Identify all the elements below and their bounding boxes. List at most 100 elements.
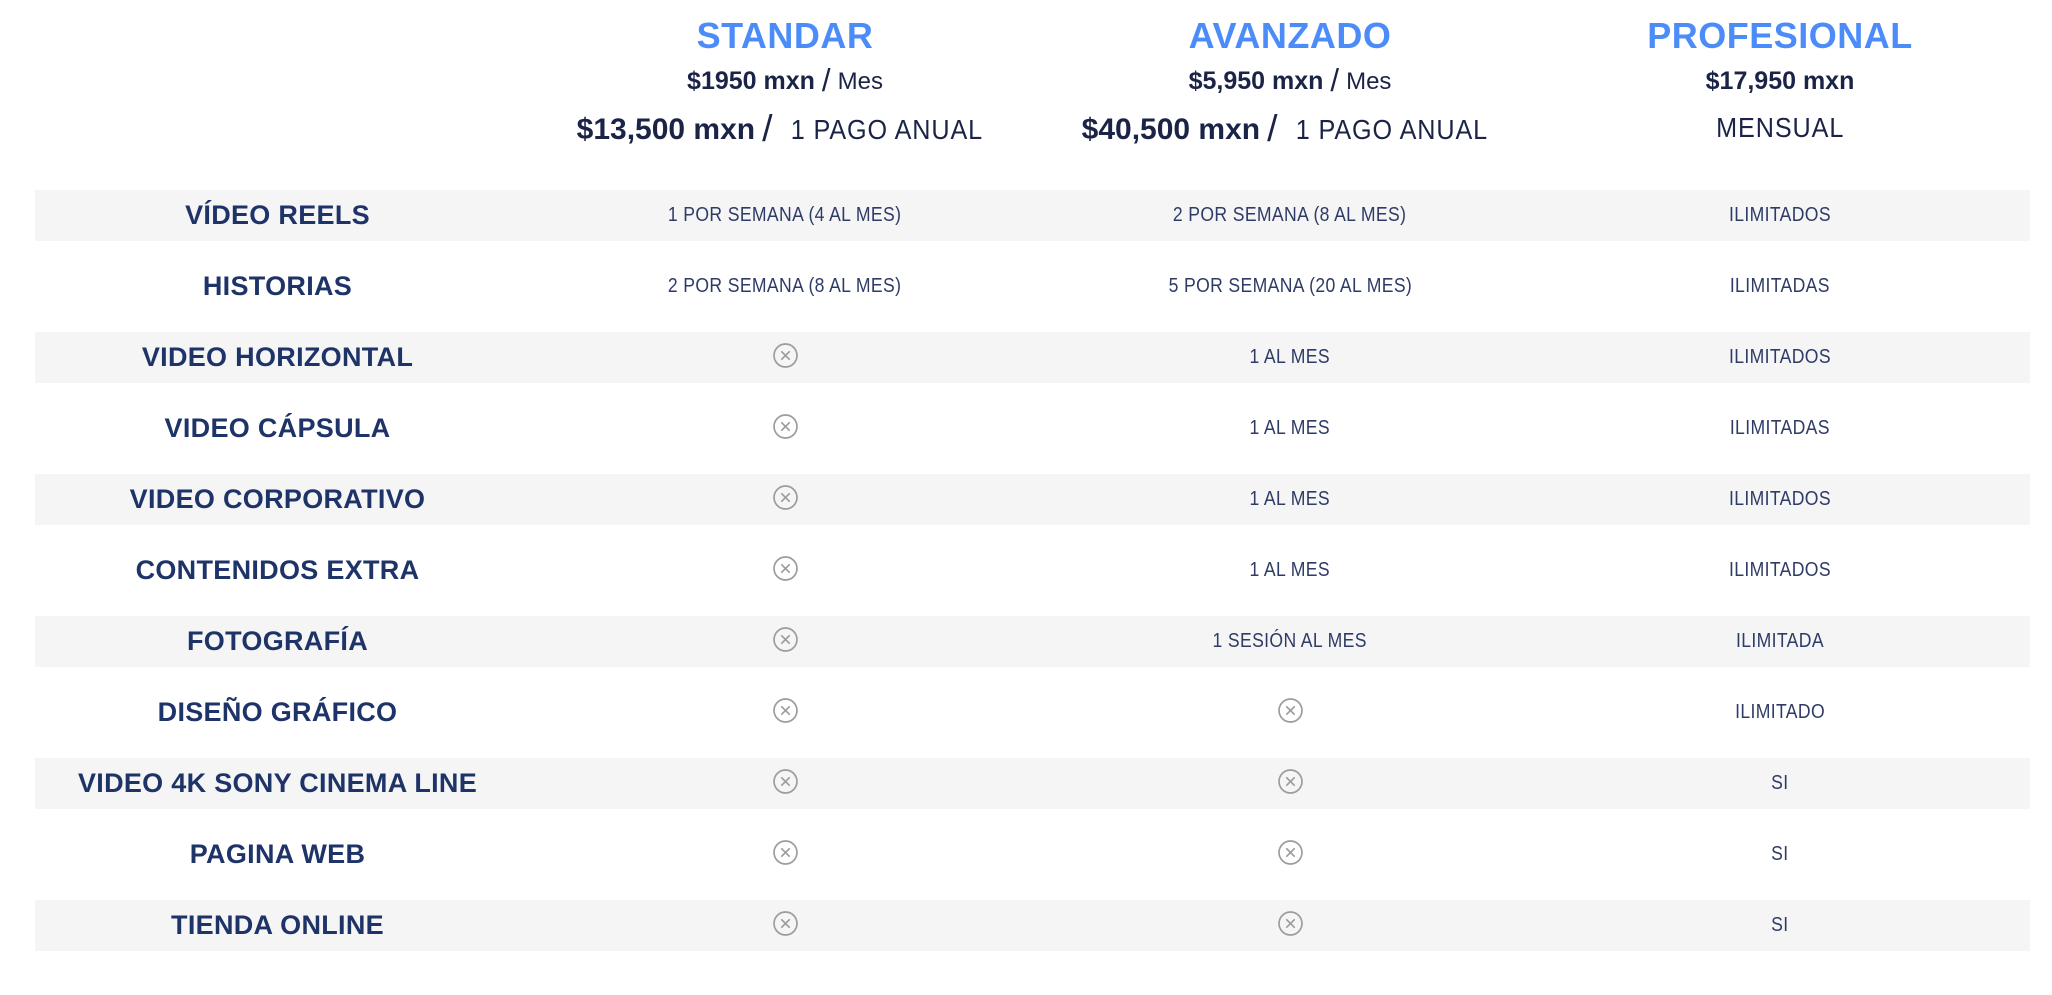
feature-label: VIDEO CORPORATIVO xyxy=(129,484,426,514)
cell-avanzado xyxy=(1050,697,1530,729)
cell-profesional: ILIMITADAS xyxy=(1530,417,2030,440)
table-row: VIDEO CÁPSULA 1 AL MES ILIMITADAS xyxy=(35,403,2030,454)
cell-standar: 2 POR SEMANA (8 AL MES) xyxy=(520,275,1050,298)
table-row: FOTOGRAFÍA 1 SESIÓN AL MES ILIMITADA xyxy=(35,616,2030,667)
cell-value: ILIMITADOS xyxy=(1729,559,1831,581)
cell-value: ILIMITADO xyxy=(1735,701,1825,723)
cell-value: ILIMITADOS xyxy=(1729,488,1831,510)
cell-profesional: ILIMITADOS xyxy=(1530,204,2030,227)
feature-label: VÍDEO REELS xyxy=(185,200,370,230)
cell-avanzado xyxy=(1050,768,1530,800)
table-row: DISEÑO GRÁFICO ILIMITADO xyxy=(35,687,2030,738)
plan-annual-price: $40,500 mxn/1 PAGO ANUAL xyxy=(1081,107,1488,149)
circle-x-icon xyxy=(772,555,799,587)
cell-value: ILIMITADOS xyxy=(1729,346,1831,368)
cell-standar xyxy=(520,768,1050,800)
cell-value: SI xyxy=(1771,914,1789,936)
cell-profesional: ILIMITADA xyxy=(1530,630,2030,653)
cell-value: ILIMITADAS xyxy=(1729,275,1831,297)
plan-annual-price: /MENSUAL xyxy=(1715,112,1845,143)
feature-label: FOTOGRAFÍA xyxy=(187,626,368,656)
cell-value: 1 AL MES xyxy=(1249,559,1331,581)
circle-x-icon xyxy=(1277,839,1304,871)
table-row: VIDEO 4K SONY CINEMA LINE SI xyxy=(35,758,2030,809)
plan-header-profesional: PROFESIONAL $17,950 mxn/ /MENSUAL xyxy=(1530,14,2030,149)
circle-x-icon xyxy=(772,413,799,445)
cell-value: ILIMITADOS xyxy=(1729,204,1831,226)
pricing-table-header: STANDAR $1950 mxn / Mes $13,500 mxn/1 PAGO… xyxy=(35,14,2030,149)
cell-avanzado: 1 AL MES xyxy=(1050,488,1530,511)
cell-avanzado: 1 AL MES xyxy=(1050,346,1530,369)
cell-value: SI xyxy=(1771,772,1789,794)
feature-label: VIDEO HORIZONTAL xyxy=(141,342,414,372)
feature-label: VIDEO 4K SONY CINEMA LINE xyxy=(77,768,478,798)
plan-header-avanzado: AVANZADO $5,950 mxn / Mes $40,500 mxn/1 PA… xyxy=(1050,14,1530,149)
cell-profesional: ILIMITADOS xyxy=(1530,559,2030,582)
cell-avanzado xyxy=(1050,910,1530,942)
circle-x-icon xyxy=(772,910,799,942)
table-row: HISTORIAS 2 POR SEMANA (8 AL MES) 5 POR … xyxy=(35,261,2030,312)
table-row: VIDEO CORPORATIVO 1 AL MES ILIMITADOS xyxy=(35,474,2030,525)
circle-x-icon xyxy=(772,697,799,729)
circle-x-icon xyxy=(1277,910,1304,942)
cell-value: 5 POR SEMANA (20 AL MES) xyxy=(1168,275,1412,297)
cell-avanzado: 2 POR SEMANA (8 AL MES) xyxy=(1050,204,1530,227)
cell-value: ILIMITADA xyxy=(1736,630,1824,652)
cell-profesional: ILIMITADOS xyxy=(1530,346,2030,369)
plan-monthly-price: $17,950 mxn/ xyxy=(1705,67,1855,95)
feature-label: PAGINA WEB xyxy=(189,839,366,869)
cell-value: 2 POR SEMANA (8 AL MES) xyxy=(1173,204,1407,226)
cell-standar xyxy=(520,413,1050,445)
cell-standar xyxy=(520,910,1050,942)
feature-label: VIDEO CÁPSULA xyxy=(164,413,391,443)
cell-avanzado: 5 POR SEMANA (20 AL MES) xyxy=(1050,275,1530,298)
plan-title: AVANZADO xyxy=(1188,15,1392,56)
cell-profesional: ILIMITADAS xyxy=(1530,275,2030,298)
cell-avanzado: 1 AL MES xyxy=(1050,417,1530,440)
cell-value: SI xyxy=(1771,843,1789,865)
cell-value: 1 AL MES xyxy=(1249,417,1331,439)
cell-standar xyxy=(520,484,1050,516)
cell-value: ILIMITADAS xyxy=(1729,417,1831,439)
feature-column-spacer xyxy=(35,14,520,149)
table-row: VÍDEO REELS 1 POR SEMANA (4 AL MES) 2 PO… xyxy=(35,190,2030,241)
cell-profesional: SI xyxy=(1530,772,2030,795)
cell-standar xyxy=(520,342,1050,374)
plan-title: PROFESIONAL xyxy=(1647,15,1913,56)
cell-value: 1 POR SEMANA (4 AL MES) xyxy=(668,204,902,226)
circle-x-icon xyxy=(772,484,799,516)
cell-standar xyxy=(520,697,1050,729)
circle-x-icon xyxy=(1277,768,1304,800)
plan-header-standar: STANDAR $1950 mxn / Mes $13,500 mxn/1 PAGO… xyxy=(520,14,1050,149)
feature-label: DISEÑO GRÁFICO xyxy=(157,697,398,727)
cell-avanzado: 1 SESIÓN AL MES xyxy=(1050,630,1530,653)
cell-standar xyxy=(520,626,1050,658)
circle-x-icon xyxy=(772,839,799,871)
plan-annual-price: $13,500 mxn/1 PAGO ANUAL xyxy=(576,107,983,149)
cell-value: 2 POR SEMANA (8 AL MES) xyxy=(668,275,902,297)
cell-avanzado xyxy=(1050,839,1530,871)
feature-label: CONTENIDOS EXTRA xyxy=(135,555,420,585)
circle-x-icon xyxy=(772,626,799,658)
circle-x-icon xyxy=(772,768,799,800)
circle-x-icon xyxy=(1277,697,1304,729)
cell-profesional: ILIMITADO xyxy=(1530,701,2030,724)
table-row: VIDEO HORIZONTAL 1 AL MES ILIMITADOS xyxy=(35,332,2030,383)
plan-title: STANDAR xyxy=(696,15,874,56)
pricing-table-body: VÍDEO REELS 1 POR SEMANA (4 AL MES) 2 PO… xyxy=(0,190,2052,971)
cell-value: 1 SESIÓN AL MES xyxy=(1212,630,1368,652)
table-row: TIENDA ONLINE SI xyxy=(35,900,2030,951)
cell-standar: 1 POR SEMANA (4 AL MES) xyxy=(520,204,1050,227)
cell-standar xyxy=(520,555,1050,587)
cell-profesional: ILIMITADOS xyxy=(1530,488,2030,511)
table-row: PAGINA WEB SI xyxy=(35,829,2030,880)
cell-value: 1 AL MES xyxy=(1249,346,1331,368)
cell-profesional: SI xyxy=(1530,843,2030,866)
cell-avanzado: 1 AL MES xyxy=(1050,559,1530,582)
cell-standar xyxy=(520,839,1050,871)
feature-label: HISTORIAS xyxy=(202,271,353,301)
plan-monthly-price: $5,950 mxn / Mes xyxy=(1188,63,1392,98)
cell-value: 1 AL MES xyxy=(1249,488,1331,510)
plan-monthly-price: $1950 mxn / Mes xyxy=(687,63,883,98)
cell-profesional: SI xyxy=(1530,914,2030,937)
